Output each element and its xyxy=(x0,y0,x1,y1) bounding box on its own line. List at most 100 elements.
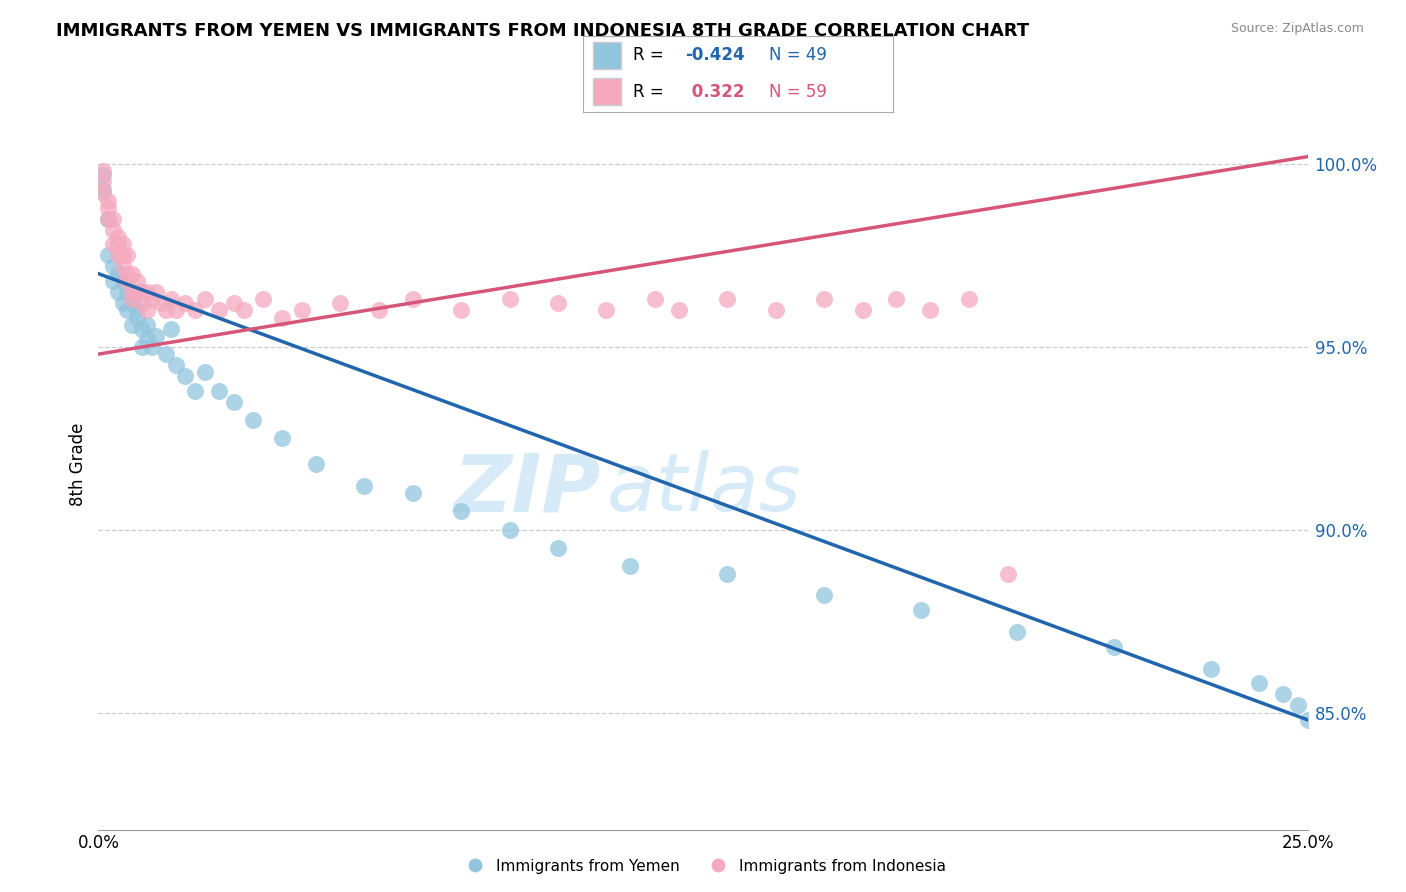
Point xyxy=(1249,676,1271,690)
Point xyxy=(644,293,666,307)
FancyBboxPatch shape xyxy=(593,78,620,105)
Point xyxy=(127,274,149,288)
Point xyxy=(111,237,134,252)
Point xyxy=(1286,698,1309,713)
Point xyxy=(101,260,124,274)
Point xyxy=(91,186,114,201)
Point xyxy=(957,293,980,307)
Point xyxy=(111,260,134,274)
Point xyxy=(131,285,153,299)
Point xyxy=(547,296,569,310)
Point xyxy=(107,237,129,252)
Point xyxy=(920,303,942,318)
Point xyxy=(141,340,163,354)
Point xyxy=(194,365,217,379)
Point xyxy=(252,293,274,307)
Point xyxy=(111,248,134,262)
Point xyxy=(402,486,425,500)
Point xyxy=(101,274,124,288)
Point xyxy=(852,303,875,318)
Point xyxy=(145,285,167,299)
Text: 0.322: 0.322 xyxy=(686,83,744,101)
Point xyxy=(135,285,157,299)
Point xyxy=(1199,662,1222,676)
Text: IMMIGRANTS FROM YEMEN VS IMMIGRANTS FROM INDONESIA 8TH GRADE CORRELATION CHART: IMMIGRANTS FROM YEMEN VS IMMIGRANTS FROM… xyxy=(56,22,1029,40)
Point xyxy=(121,293,143,307)
Point xyxy=(127,303,149,318)
Point xyxy=(222,394,245,409)
Point xyxy=(117,303,139,318)
Point xyxy=(194,293,217,307)
Point xyxy=(402,293,425,307)
Point xyxy=(97,201,120,215)
Text: ZIP: ZIP xyxy=(453,450,600,528)
Point xyxy=(117,267,139,281)
Point xyxy=(208,384,231,398)
Point xyxy=(184,384,207,398)
Point xyxy=(135,333,157,347)
Point xyxy=(668,303,690,318)
Point xyxy=(117,248,139,262)
Point xyxy=(910,603,932,617)
Point xyxy=(329,296,352,310)
Point xyxy=(450,504,472,518)
Point xyxy=(242,413,264,427)
Point xyxy=(208,303,231,318)
Point xyxy=(886,293,908,307)
Point xyxy=(131,321,153,335)
Point xyxy=(150,296,173,310)
Text: Source: ZipAtlas.com: Source: ZipAtlas.com xyxy=(1230,22,1364,36)
Point xyxy=(1272,687,1295,701)
Point xyxy=(155,303,177,318)
Point xyxy=(716,293,738,307)
Legend: Immigrants from Yemen, Immigrants from Indonesia: Immigrants from Yemen, Immigrants from I… xyxy=(453,853,953,880)
Point xyxy=(101,237,124,252)
Text: R =: R = xyxy=(633,83,669,101)
Point xyxy=(165,358,187,372)
Text: R =: R = xyxy=(633,46,669,64)
Text: atlas: atlas xyxy=(606,450,801,528)
Point xyxy=(117,285,139,299)
Point xyxy=(121,296,143,310)
Point xyxy=(619,559,641,574)
Point xyxy=(121,285,143,299)
Point xyxy=(160,321,183,335)
Y-axis label: 8th Grade: 8th Grade xyxy=(69,422,87,506)
Point xyxy=(121,267,143,281)
Point xyxy=(498,293,520,307)
Point xyxy=(91,175,114,189)
Point xyxy=(111,274,134,288)
Point xyxy=(305,457,328,471)
Point xyxy=(595,303,617,318)
Point xyxy=(1007,625,1029,640)
Point xyxy=(174,296,197,310)
Point xyxy=(368,303,391,318)
Point xyxy=(107,285,129,299)
Point xyxy=(450,303,472,318)
Point xyxy=(91,164,114,178)
Point xyxy=(127,285,149,299)
Point xyxy=(117,274,139,288)
Point xyxy=(184,303,207,318)
Point xyxy=(97,211,120,226)
Point xyxy=(131,296,153,310)
Point xyxy=(131,340,153,354)
Point xyxy=(135,303,157,318)
Point xyxy=(813,589,835,603)
Point xyxy=(155,347,177,361)
Point xyxy=(997,566,1019,581)
Point xyxy=(222,296,245,310)
Point xyxy=(765,303,787,318)
Point xyxy=(111,296,134,310)
Point xyxy=(101,211,124,226)
Point xyxy=(160,293,183,307)
Point xyxy=(121,318,143,332)
Point xyxy=(101,223,124,237)
Text: N = 59: N = 59 xyxy=(769,83,827,101)
Point xyxy=(127,310,149,325)
Point xyxy=(97,194,120,208)
Point xyxy=(498,523,520,537)
Point xyxy=(107,267,129,281)
Point xyxy=(141,293,163,307)
Point xyxy=(1296,713,1319,727)
